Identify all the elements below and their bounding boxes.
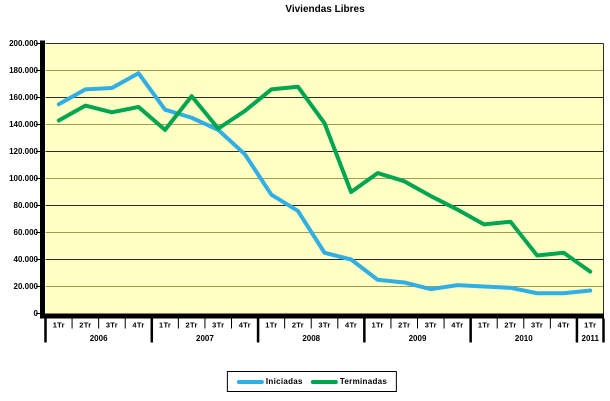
series-line-terminadas: [56, 84, 593, 274]
legend-label-terminadas: Terminadas: [339, 377, 388, 386]
series-line-iniciadas: [56, 71, 593, 296]
svg-text:1Tr: 1Tr: [478, 321, 490, 330]
svg-text:180.000: 180.000: [9, 66, 38, 75]
y-axis-bar: [40, 40, 45, 319]
svg-text:3Tr: 3Tr: [531, 321, 543, 330]
svg-text:1Tr: 1Tr: [584, 321, 596, 330]
x-axis-labels: 1Tr 2Tr 3Tr 4Tr 1Tr 2Tr 3Tr 4Tr 1Tr 2Tr 3Tr 4Tr 1Tr 2…: [44, 318, 605, 343]
y-axis-labels: 0 20.000 40.000 60.000 80.000 100.000 120.000 1…: [9, 39, 38, 318]
svg-text:2009: 2009: [409, 334, 427, 343]
svg-text:3Tr: 3Tr: [318, 321, 330, 330]
legend-item-iniciadas: Iniciadas: [236, 377, 303, 386]
svg-text:120.000: 120.000: [9, 147, 38, 156]
svg-text:1Tr: 1Tr: [159, 321, 171, 330]
svg-text:2008: 2008: [302, 334, 320, 343]
legend-label-iniciadas: Iniciadas: [265, 377, 303, 386]
svg-text:2007: 2007: [196, 334, 214, 343]
svg-text:4Tr: 4Tr: [345, 321, 357, 330]
svg-text:80.000: 80.000: [14, 201, 39, 210]
svg-text:1Tr: 1Tr: [265, 321, 277, 330]
svg-text:4Tr: 4Tr: [132, 321, 144, 330]
svg-text:0: 0: [34, 309, 39, 318]
chart-title: Viviendas Libres: [285, 4, 365, 15]
svg-text:2Tr: 2Tr: [79, 321, 91, 330]
svg-text:40.000: 40.000: [14, 255, 39, 264]
svg-text:1Tr: 1Tr: [372, 321, 384, 330]
terminadas-line-swatch: [310, 379, 338, 384]
svg-text:4Tr: 4Tr: [558, 321, 570, 330]
svg-text:2Tr: 2Tr: [186, 321, 198, 330]
svg-text:2Tr: 2Tr: [292, 321, 304, 330]
svg-text:160.000: 160.000: [9, 93, 38, 102]
svg-text:60.000: 60.000: [14, 228, 39, 237]
svg-text:3Tr: 3Tr: [106, 321, 118, 330]
svg-text:3Tr: 3Tr: [212, 321, 224, 330]
svg-text:2010: 2010: [515, 334, 533, 343]
svg-text:200.000: 200.000: [9, 39, 38, 48]
iniciadas-line-swatch: [236, 379, 264, 384]
legend-item-terminadas: Terminadas: [310, 377, 388, 386]
svg-text:2011: 2011: [582, 334, 600, 343]
svg-text:3Tr: 3Tr: [425, 321, 437, 330]
svg-text:2Tr: 2Tr: [398, 321, 410, 330]
svg-text:100.000: 100.000: [9, 174, 38, 183]
svg-text:2Tr: 2Tr: [504, 321, 516, 330]
svg-text:140.000: 140.000: [9, 120, 38, 129]
svg-text:20.000: 20.000: [14, 282, 39, 291]
x-axis-bar: [40, 313, 604, 319]
svg-text:2006: 2006: [90, 334, 108, 343]
svg-text:1Tr: 1Tr: [53, 321, 65, 330]
svg-text:4Tr: 4Tr: [451, 321, 463, 330]
legend: Iniciadas Terminadas: [226, 371, 398, 392]
svg-text:4Tr: 4Tr: [239, 321, 251, 330]
